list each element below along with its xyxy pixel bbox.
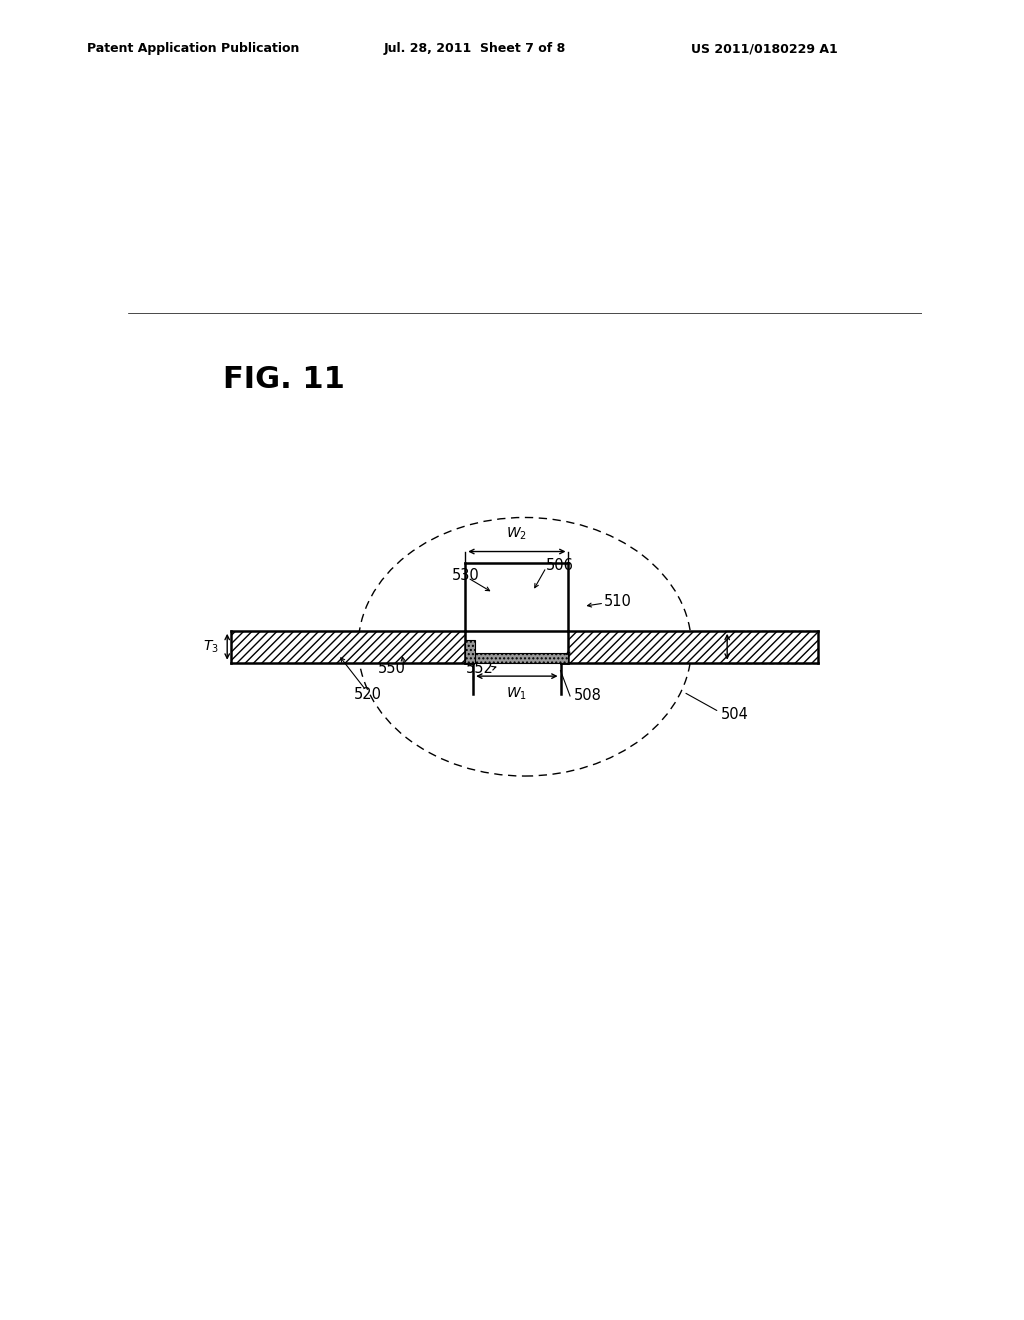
Text: $T_4$: $T_4$ <box>736 639 753 655</box>
Text: Patent Application Publication: Patent Application Publication <box>87 42 299 55</box>
Text: 550: 550 <box>378 661 406 676</box>
Text: US 2011/0180229 A1: US 2011/0180229 A1 <box>691 42 838 55</box>
Bar <box>465 640 475 663</box>
Text: $W_1$: $W_1$ <box>507 685 527 702</box>
Bar <box>231 631 465 663</box>
Bar <box>568 631 818 663</box>
Text: 508: 508 <box>574 689 602 704</box>
Text: 520: 520 <box>354 686 382 702</box>
Text: 552: 552 <box>466 661 494 676</box>
Text: 510: 510 <box>604 594 632 609</box>
Bar <box>465 653 568 663</box>
Text: Jul. 28, 2011  Sheet 7 of 8: Jul. 28, 2011 Sheet 7 of 8 <box>384 42 566 55</box>
Text: $W_2$: $W_2$ <box>507 525 527 543</box>
Text: 530: 530 <box>452 568 479 583</box>
Bar <box>568 631 818 663</box>
Text: $T_3$: $T_3$ <box>204 639 219 655</box>
Bar <box>231 631 465 663</box>
Text: 554: 554 <box>570 644 599 659</box>
Text: FIG. 11: FIG. 11 <box>223 366 345 395</box>
Text: 504: 504 <box>721 706 749 722</box>
Text: 506: 506 <box>546 557 574 573</box>
